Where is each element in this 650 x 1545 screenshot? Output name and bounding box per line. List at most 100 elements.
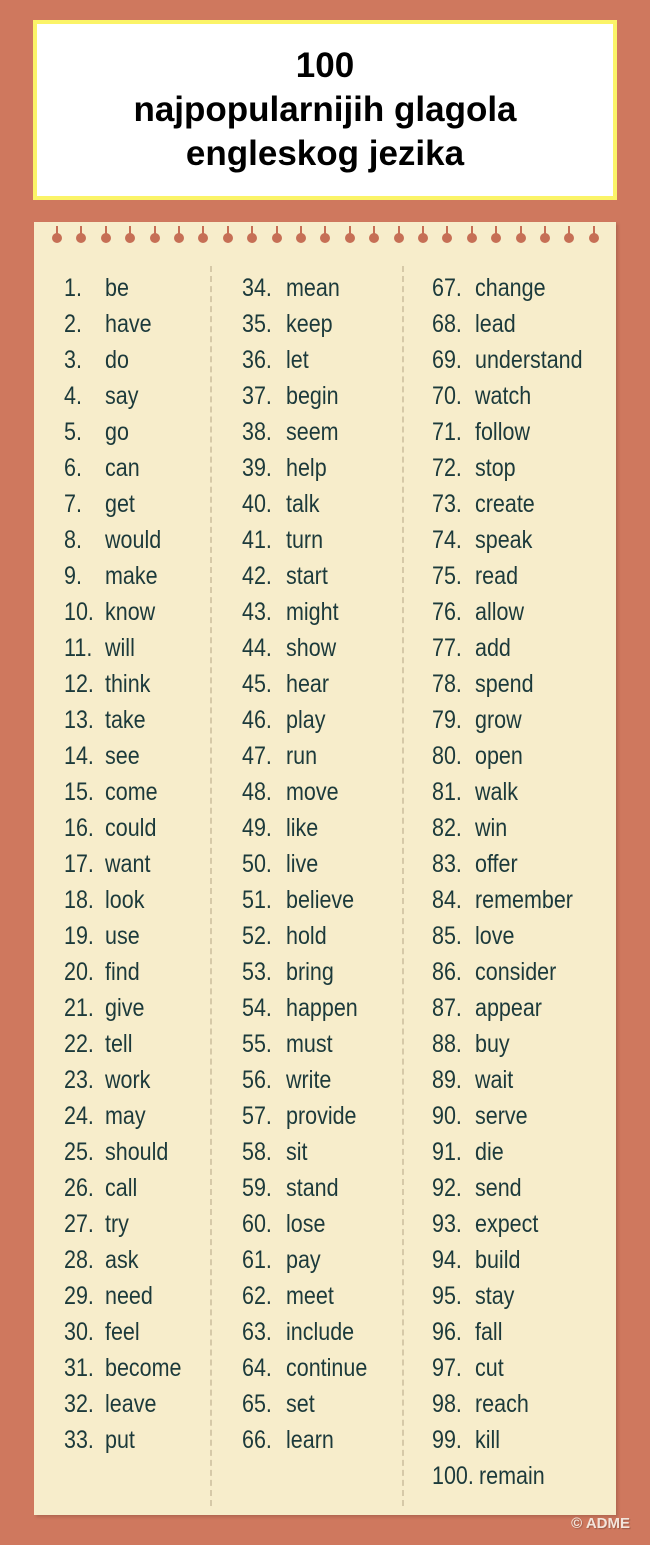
verb-word: give — [105, 994, 145, 1022]
verb-word: tell — [105, 1030, 133, 1058]
verb-word: hold — [286, 922, 327, 950]
verb-word: lose — [286, 1210, 326, 1238]
verb-number: 40. — [242, 490, 272, 518]
verb-word: allow — [475, 598, 525, 626]
verb-number: 54. — [242, 994, 272, 1022]
verb-number: 2. — [64, 310, 82, 338]
binding-hole-icon — [247, 226, 258, 244]
verb-word: understand — [475, 346, 583, 374]
verb-word: buy — [475, 1030, 510, 1058]
verb-word: keep — [286, 310, 333, 338]
binding-hole-icon — [466, 226, 477, 244]
verb-number: 99. — [432, 1426, 462, 1454]
verb-word: spend — [475, 670, 534, 698]
verb-number: 44. — [242, 634, 272, 662]
binding-hole-icon — [588, 226, 599, 244]
verb-number: 81. — [432, 778, 462, 806]
verb-number: 87. — [432, 994, 462, 1022]
verb-word: meet — [286, 1282, 334, 1310]
verb-word: set — [286, 1390, 315, 1418]
verb-word: try — [105, 1210, 129, 1238]
verb-number: 19. — [64, 922, 94, 950]
verb-word: mean — [286, 274, 340, 302]
binding-hole-icon — [149, 226, 160, 244]
verb-number: 67. — [432, 274, 462, 302]
verb-word: look — [105, 886, 145, 914]
binding-hole-icon — [491, 226, 502, 244]
verb-word: stay — [475, 1282, 515, 1310]
verb-word: live — [286, 850, 319, 878]
title-line-2: najpopularnijih glagola — [133, 90, 517, 129]
verb-number: 32. — [64, 1390, 94, 1418]
binding-hole-icon — [320, 226, 331, 244]
verb-number: 61. — [242, 1246, 272, 1274]
verb-number: 86. — [432, 958, 462, 986]
verb-word: make — [105, 562, 158, 590]
verb-number: 63. — [242, 1318, 272, 1346]
verb-number: 79. — [432, 706, 462, 734]
verb-word: ask — [105, 1246, 139, 1274]
verb-number: 8. — [64, 526, 82, 554]
verb-number: 1. — [64, 274, 82, 302]
verb-number: 24. — [64, 1102, 94, 1130]
verb-word: move — [286, 778, 339, 806]
verb-number: 18. — [64, 886, 94, 914]
verb-word: hear — [286, 670, 330, 698]
verb-word: might — [286, 598, 339, 626]
verb-number: 35. — [242, 310, 272, 338]
credit: © ADME — [571, 1515, 630, 1532]
verb-number: 68. — [432, 310, 462, 338]
verb-number: 3. — [64, 346, 82, 374]
binding-hole-icon — [222, 226, 233, 244]
binding-hole-icon — [198, 226, 209, 244]
verb-number: 23. — [64, 1066, 94, 1094]
verb-word: use — [105, 922, 140, 950]
verb-word: would — [105, 526, 162, 554]
verb-number: 31. — [64, 1354, 94, 1382]
verb-word: seem — [286, 418, 339, 446]
verb-number: 5. — [64, 418, 82, 446]
column-divider — [402, 266, 404, 1506]
verb-word: speak — [475, 526, 533, 554]
verb-number: 14. — [64, 742, 94, 770]
verb-number: 73. — [432, 490, 462, 518]
verb-word: see — [105, 742, 140, 770]
verb-word: like — [286, 814, 319, 842]
verb-number: 60. — [242, 1210, 272, 1238]
verb-number: 27. — [64, 1210, 94, 1238]
binding-hole-icon — [393, 226, 404, 244]
binding-hole-icon — [564, 226, 575, 244]
verb-number: 71. — [432, 418, 462, 446]
verb-number: 84. — [432, 886, 462, 914]
verb-word: offer — [475, 850, 518, 878]
verb-number: 6. — [64, 454, 82, 482]
verb-word: expect — [475, 1210, 539, 1238]
verb-number: 93. — [432, 1210, 462, 1238]
verb-word: help — [286, 454, 327, 482]
verb-number: 21. — [64, 994, 94, 1022]
verb-number: 91. — [432, 1138, 462, 1166]
verb-number: 70. — [432, 382, 462, 410]
verb-number: 15. — [64, 778, 94, 806]
verb-number: 29. — [64, 1282, 94, 1310]
verb-word: continue — [286, 1354, 368, 1382]
verb-number: 28. — [64, 1246, 94, 1274]
verb-word: let — [286, 346, 309, 374]
binding-hole-icon — [515, 226, 526, 244]
verb-word: feel — [105, 1318, 140, 1346]
binding-hole-icon — [442, 226, 453, 244]
verb-number: 66. — [242, 1426, 272, 1454]
title-line-1: 100 — [295, 46, 355, 85]
verb-number: 52. — [242, 922, 272, 950]
verb-word: may — [105, 1102, 146, 1130]
binding-hole-icon — [540, 226, 550, 244]
verb-word: die — [475, 1138, 504, 1166]
verb-number: 30. — [64, 1318, 94, 1346]
verb-word: should — [105, 1138, 169, 1166]
verb-number: 10. — [64, 598, 94, 626]
verb-number: 37. — [242, 382, 272, 410]
verb-number: 77. — [432, 634, 462, 662]
verb-number: 34. — [242, 274, 272, 302]
verb-number: 17. — [64, 850, 94, 878]
verb-word: kill — [475, 1426, 501, 1454]
